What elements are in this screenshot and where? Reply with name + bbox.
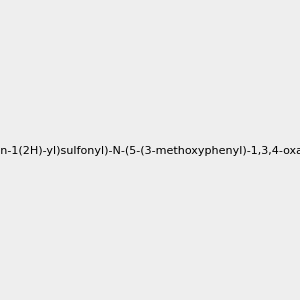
Text: 4-((3,4-dihydroquinolin-1(2H)-yl)sulfonyl)-N-(5-(3-methoxyphenyl)-1,3,4-oxadiazo: 4-((3,4-dihydroquinolin-1(2H)-yl)sulfony… xyxy=(0,146,300,157)
